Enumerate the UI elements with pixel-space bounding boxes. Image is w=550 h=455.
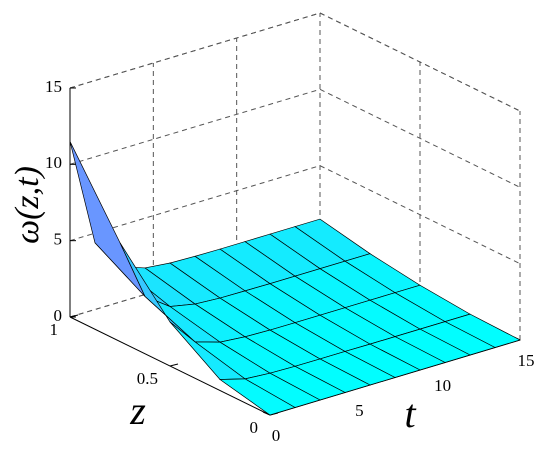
surface-patch (69, 141, 146, 297)
x-tick-label: 0 (272, 426, 281, 445)
z-axis-label: ω(z,t) (9, 166, 46, 244)
y-tick (69, 314, 79, 318)
grid-line (319, 88, 521, 188)
grid-line (69, 165, 321, 242)
x-tick-label: 15 (518, 351, 535, 370)
y-axis-label: z (129, 388, 146, 433)
y-tick-label: 1 (50, 320, 59, 339)
x-axis-label: t (404, 391, 416, 436)
grid-line (69, 12, 321, 89)
z-tick-label: 5 (54, 230, 63, 249)
z-tick-label: 15 (45, 77, 62, 96)
z-tick-label: 0 (54, 306, 63, 325)
y-tick-label: 0.5 (137, 369, 158, 388)
grid-line (69, 88, 321, 165)
z-tick-label: 10 (45, 153, 62, 172)
x-tick-label: 5 (355, 401, 364, 420)
x-tick-label: 10 (434, 376, 451, 395)
surface-patch (218, 378, 296, 416)
y-tick (169, 363, 179, 367)
y-tick-label: 0 (250, 418, 259, 437)
